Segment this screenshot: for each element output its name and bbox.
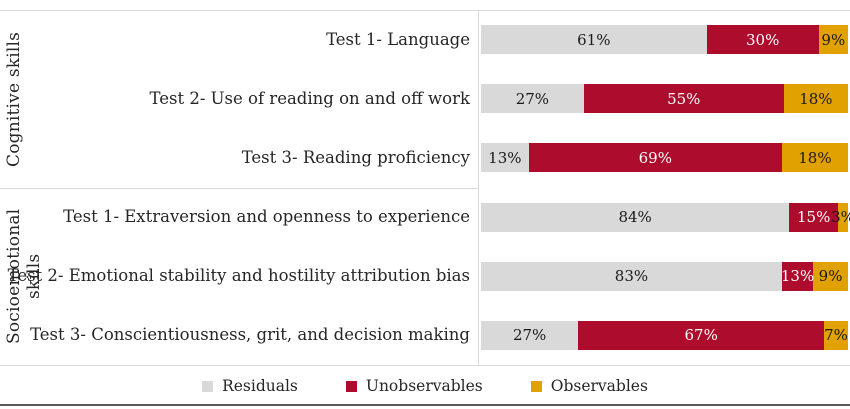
data-label: 27% [515,89,550,108]
category-label: Test 1- Extraversion and openness to exp… [63,207,470,227]
data-label: 9% [818,267,843,286]
data-label: 84% [618,208,652,227]
bar-segment-residuals: 27% [481,320,579,350]
category-label: Test 3- Conscientiousness, grit, and dec… [30,325,470,345]
category-label: Test 2- Emotional stability and hostilit… [7,266,470,286]
group-divider-line [0,188,478,189]
data-label: 15% [796,208,831,227]
data-label: 3% [831,208,850,227]
data-label: 55% [667,89,701,108]
bar-segment-residuals: 13% [481,143,529,173]
category-label: Test 1- Language [326,29,470,49]
plot-bottom-border [0,365,850,366]
bar-segment-residuals: 84% [481,202,790,232]
data-label: 30% [745,30,780,49]
data-label: 7% [824,326,848,345]
bar-row: 13% 69% 18% [481,143,848,173]
data-label: 13% [488,148,522,167]
legend-swatch-icon [202,380,214,392]
legend-item-residuals: Residuals [202,377,298,395]
bar-segment-residuals: 83% [481,261,782,291]
data-label: 27% [512,326,547,345]
bar-segment-residuals: 27% [481,84,584,114]
bar-row: 61% 30% 9% [481,25,848,55]
bar-segment-observables: 9% [813,261,848,291]
bar-row: 83% 13% 9% [481,261,848,291]
bar-segment-observables: 7% [824,320,848,350]
bar-segment-residuals: 61% [481,25,707,55]
plot-top-border [0,10,850,11]
category-label: Test 3- Reading proficiency [241,147,470,167]
bar-row: 27% 55% 18% [481,84,848,114]
bar-segment-unobservables: 15% [789,202,839,232]
bar-segment-unobservables: 13% [780,261,815,291]
legend-label: Residuals [222,377,298,395]
data-label: 61% [577,30,611,49]
legend-label: Observables [550,377,648,395]
data-label: 83% [614,267,649,286]
data-label: 69% [638,148,672,167]
category-label: Test 2- Use of reading on and off work [149,88,470,108]
bar-row: 84% 15%3% [481,202,850,232]
legend-swatch-icon [345,380,357,392]
legend: Residuals Unobservables Observables [0,369,850,403]
data-label: 18% [799,89,833,108]
bar-segment-observables: 9% [818,25,848,55]
bar-segment-unobservables: 67% [578,320,825,350]
legend-label: Unobservables [365,377,483,395]
bar-segment-unobservables: 69% [528,143,782,173]
data-label: 18% [798,148,832,167]
data-label: 9% [821,30,846,49]
category-axis-line [478,10,479,365]
bar-segment-observables: 18% [781,143,848,173]
bar-segment-unobservables: 55% [583,84,784,114]
legend-item-observables: Observables [530,377,648,395]
legend-item-unobservables: Unobservables [345,377,483,395]
bar-segment-observables: 3% [831,202,850,232]
bar-segment-unobservables: 30% [706,25,819,55]
legend-swatch-icon [530,380,542,392]
figure-bottom-border [0,404,850,406]
bar-segment-observables: 18% [783,84,848,114]
data-label: 13% [780,267,815,286]
data-label: 67% [684,326,718,345]
bar-row: 27% 67% 7% [481,320,848,350]
